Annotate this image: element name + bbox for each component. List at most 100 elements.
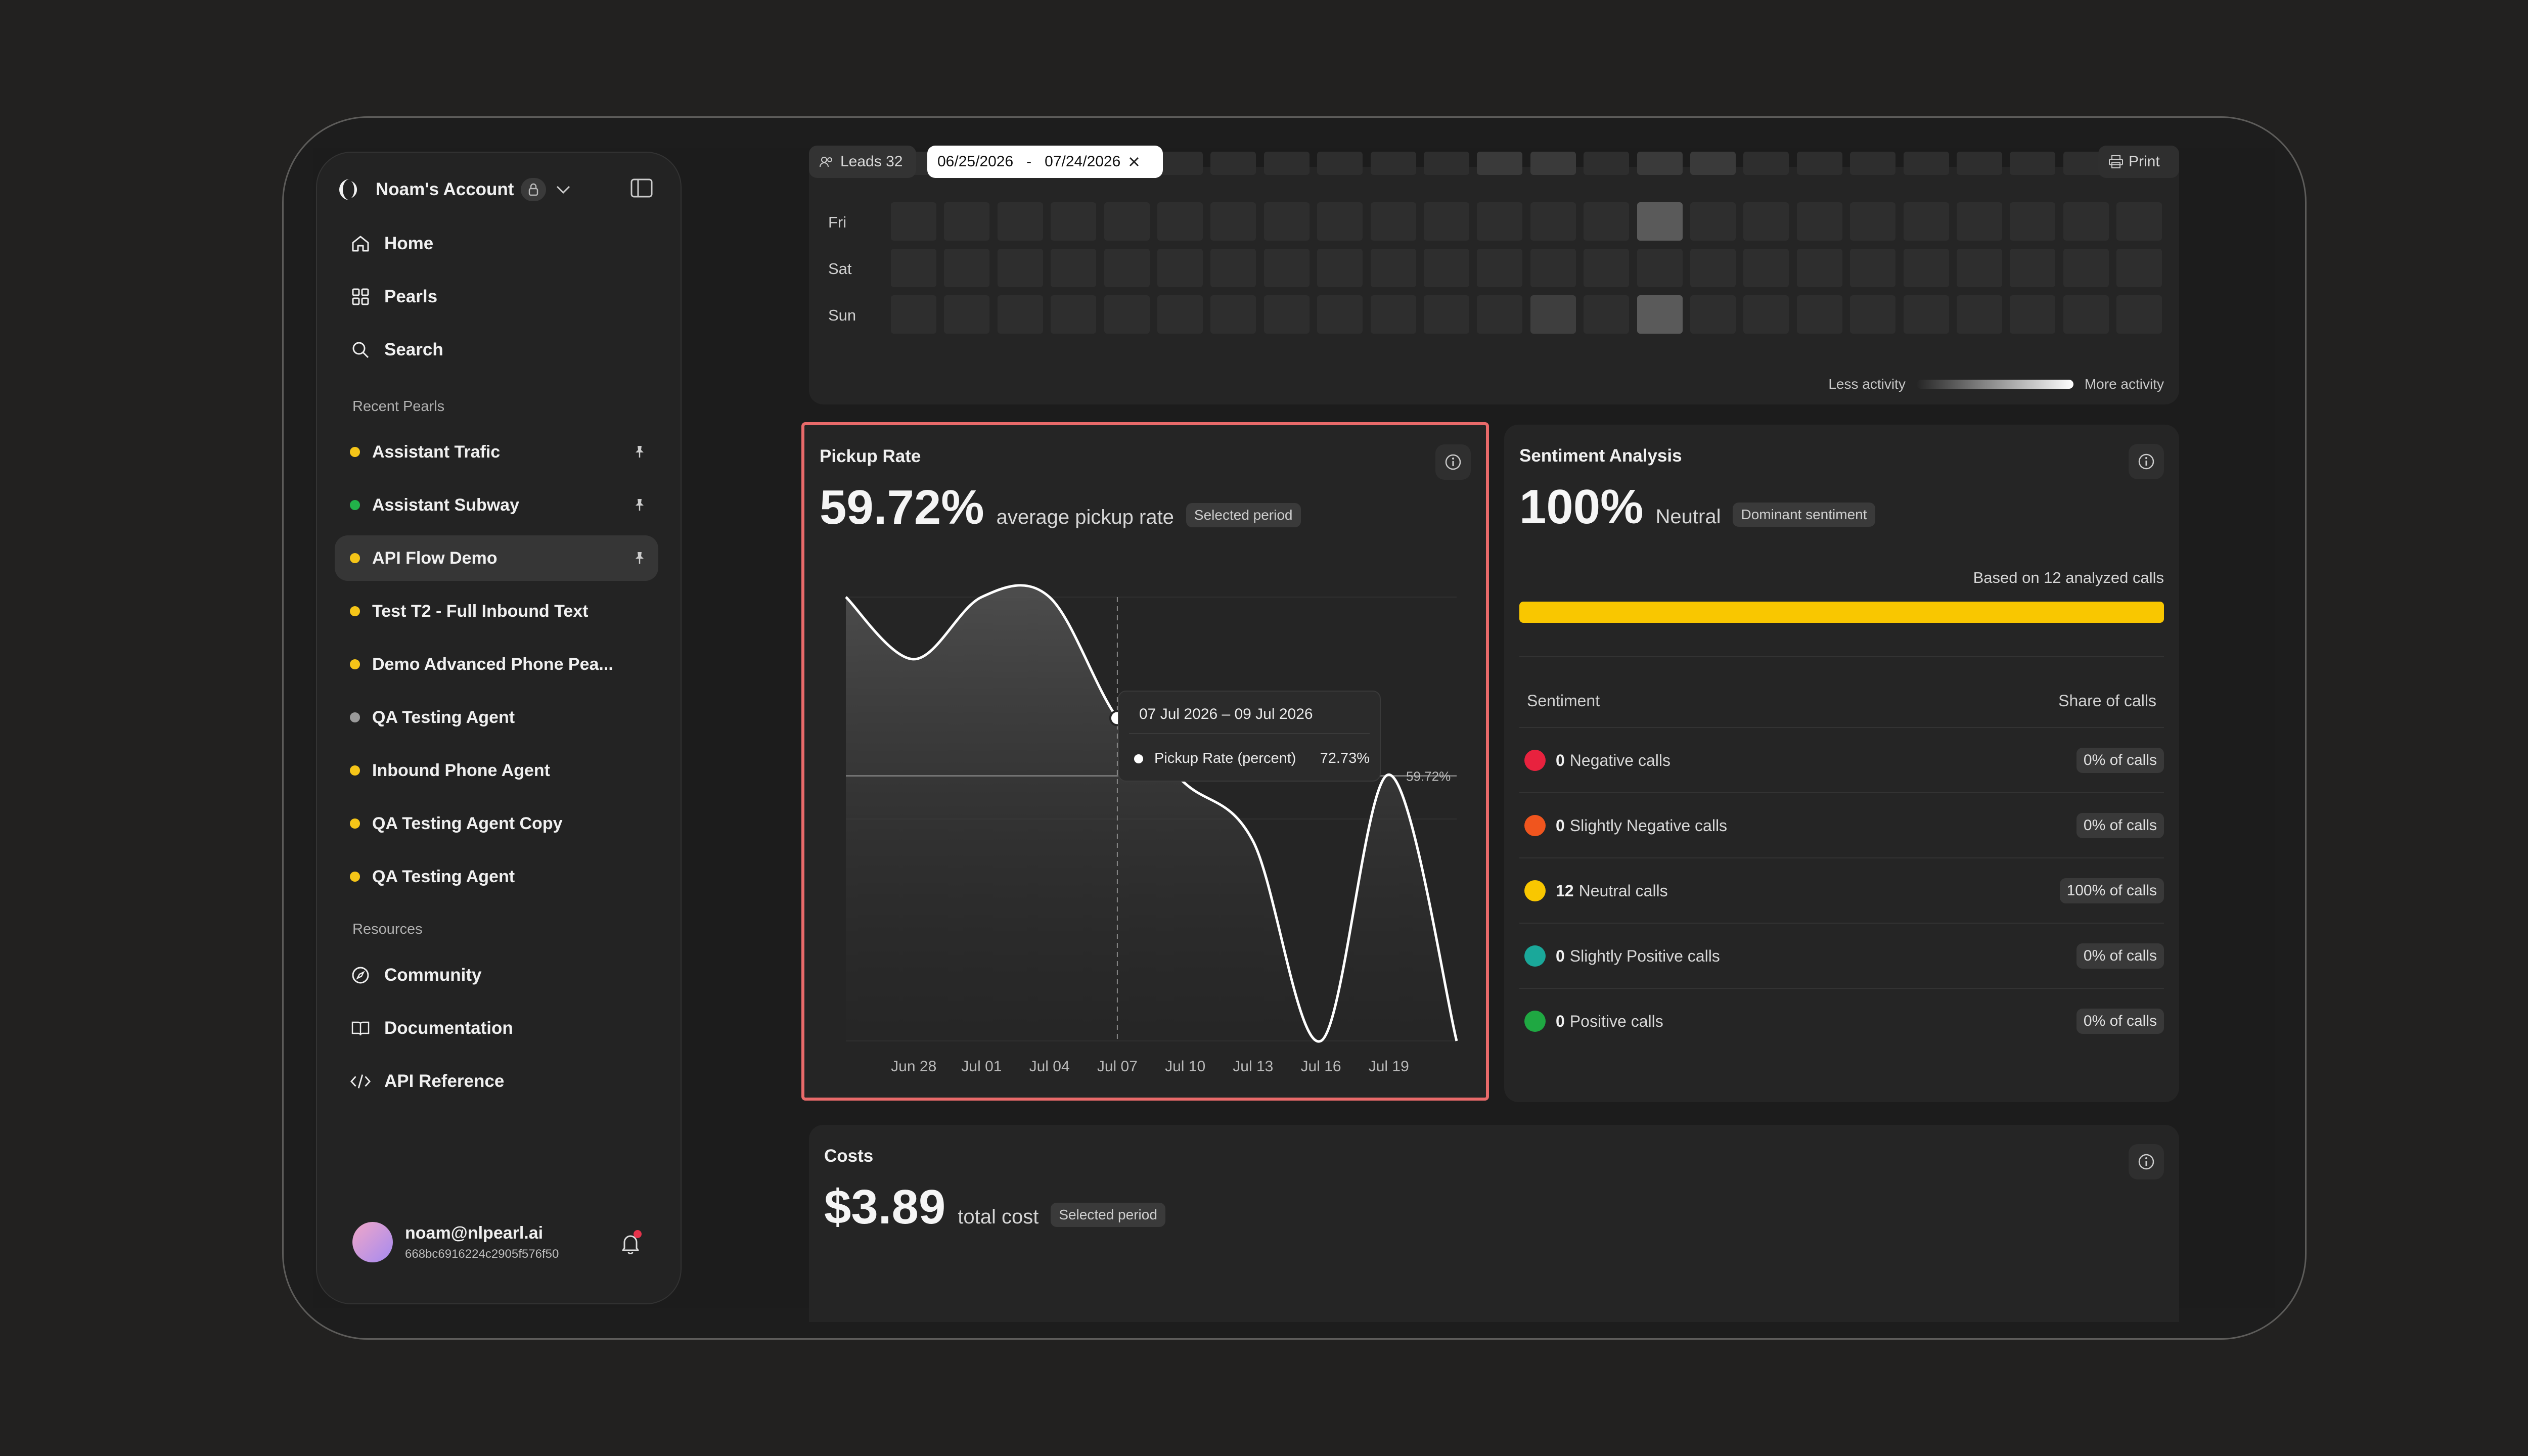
heatmap-cell[interactable] bbox=[2010, 295, 2056, 334]
nav-api-reference[interactable]: API Reference bbox=[335, 1059, 658, 1104]
sidebar-pearl-item[interactable]: API Flow Demo bbox=[335, 535, 658, 581]
heatmap-cell[interactable] bbox=[2063, 202, 2109, 241]
heatmap-cell[interactable] bbox=[1477, 295, 1523, 334]
heatmap-cell[interactable] bbox=[1477, 249, 1523, 287]
heatmap-cell[interactable] bbox=[1690, 202, 1736, 241]
heatmap-cell[interactable] bbox=[1796, 295, 1842, 334]
heatmap-cell[interactable] bbox=[1690, 295, 1736, 334]
heatmap-cell[interactable] bbox=[1584, 249, 1630, 287]
costs-info-button[interactable] bbox=[2129, 1144, 2164, 1179]
nav-documentation[interactable]: Documentation bbox=[335, 1006, 658, 1051]
heatmap-cell[interactable] bbox=[1584, 295, 1630, 334]
heatmap-cell[interactable] bbox=[997, 295, 1043, 334]
heatmap-cell[interactable] bbox=[1957, 295, 2002, 334]
heatmap-cell[interactable] bbox=[1263, 295, 1310, 334]
heatmap-cell[interactable] bbox=[1530, 249, 1576, 287]
heatmap-cell[interactable] bbox=[1424, 202, 1469, 241]
heatmap-cell[interactable] bbox=[1157, 152, 1203, 175]
heatmap-cell[interactable] bbox=[1157, 249, 1203, 287]
heatmap-cell[interactable] bbox=[891, 295, 936, 334]
heatmap-cell[interactable] bbox=[1796, 152, 1842, 175]
sidebar-pearl-item[interactable]: QA Testing Agent bbox=[335, 854, 658, 899]
heatmap-cell[interactable] bbox=[1850, 202, 1896, 241]
heatmap-cell[interactable] bbox=[2116, 202, 2162, 241]
heatmap-cell[interactable] bbox=[944, 202, 990, 241]
heatmap-cell[interactable] bbox=[1370, 202, 1416, 241]
heatmap-cell[interactable] bbox=[1796, 249, 1842, 287]
heatmap-cell[interactable] bbox=[1743, 152, 1789, 175]
leads-filter[interactable]: Leads 32 bbox=[809, 146, 916, 178]
heatmap-cell[interactable] bbox=[1743, 295, 1789, 334]
heatmap-cell[interactable] bbox=[2010, 152, 2056, 175]
heatmap-cell[interactable] bbox=[891, 202, 936, 241]
heatmap-cell[interactable] bbox=[1210, 202, 1256, 241]
sidebar-pearl-item[interactable]: Inbound Phone Agent bbox=[335, 748, 658, 793]
account-switcher[interactable]: Noam's Account bbox=[337, 173, 661, 206]
heatmap-cell[interactable] bbox=[1104, 249, 1150, 287]
sidebar-toggle-icon[interactable] bbox=[630, 178, 653, 198]
heatmap-cell[interactable] bbox=[2010, 202, 2056, 241]
heatmap-cell[interactable] bbox=[1210, 249, 1256, 287]
sidebar-pearl-item[interactable]: Assistant Trafic bbox=[335, 429, 658, 475]
heatmap-cell[interactable] bbox=[1157, 202, 1203, 241]
heatmap-cell[interactable] bbox=[1903, 295, 1949, 334]
heatmap-cell[interactable] bbox=[1637, 295, 1683, 334]
heatmap-cell[interactable] bbox=[1210, 152, 1256, 175]
heatmap-cell[interactable] bbox=[1317, 249, 1363, 287]
heatmap-cell[interactable] bbox=[1796, 202, 1842, 241]
heatmap-cell[interactable] bbox=[2116, 295, 2162, 334]
heatmap-cell[interactable] bbox=[944, 295, 990, 334]
heatmap-cell[interactable] bbox=[1957, 202, 2002, 241]
heatmap-cell[interactable] bbox=[1370, 249, 1416, 287]
heatmap-cell[interactable] bbox=[1850, 295, 1896, 334]
nav-home[interactable]: Home bbox=[335, 221, 658, 266]
heatmap-cell[interactable] bbox=[1051, 249, 1097, 287]
heatmap-cell[interactable] bbox=[1477, 152, 1523, 175]
heatmap-cell[interactable] bbox=[1424, 249, 1469, 287]
heatmap-cell[interactable] bbox=[1637, 152, 1683, 175]
heatmap-cell[interactable] bbox=[1957, 152, 2002, 175]
heatmap-cell[interactable] bbox=[1370, 295, 1416, 334]
pin-icon[interactable] bbox=[632, 444, 647, 459]
pin-icon[interactable] bbox=[632, 497, 647, 512]
date-range-picker[interactable]: 06/25/2026 - 07/24/2026 bbox=[927, 146, 1163, 178]
heatmap-cell[interactable] bbox=[1743, 202, 1789, 241]
heatmap-cell[interactable] bbox=[1263, 249, 1310, 287]
heatmap-cell[interactable] bbox=[2063, 295, 2109, 334]
sidebar-pearl-item[interactable]: Test T2 - Full Inbound Text bbox=[335, 588, 658, 634]
heatmap-cell[interactable] bbox=[1690, 249, 1736, 287]
heatmap-cell[interactable] bbox=[1317, 202, 1363, 241]
close-icon[interactable] bbox=[1127, 155, 1141, 168]
heatmap-cell[interactable] bbox=[997, 202, 1043, 241]
heatmap-cell[interactable] bbox=[1104, 295, 1150, 334]
heatmap-cell[interactable] bbox=[1850, 152, 1896, 175]
heatmap-cell[interactable] bbox=[1424, 295, 1469, 334]
heatmap-cell[interactable] bbox=[1263, 202, 1310, 241]
heatmap-cell[interactable] bbox=[1530, 202, 1576, 241]
heatmap-cell[interactable] bbox=[1263, 152, 1310, 175]
nav-search[interactable]: Search bbox=[335, 327, 658, 373]
nav-community[interactable]: Community bbox=[335, 952, 658, 998]
sidebar-pearl-item[interactable]: QA Testing Agent bbox=[335, 695, 658, 740]
print-button[interactable]: Print bbox=[2098, 146, 2179, 178]
sidebar-pearl-item[interactable]: Assistant Subway bbox=[335, 482, 658, 528]
user-profile[interactable]: noam@nlpearl.ai 668bc6916224c2905f576f50 bbox=[352, 1222, 559, 1262]
heatmap-cell[interactable] bbox=[1051, 202, 1097, 241]
heatmap-cell[interactable] bbox=[1104, 202, 1150, 241]
notifications-button[interactable] bbox=[620, 1230, 642, 1257]
heatmap-cell[interactable] bbox=[1743, 249, 1789, 287]
heatmap-cell[interactable] bbox=[1477, 202, 1523, 241]
heatmap-cell[interactable] bbox=[1690, 152, 1736, 175]
heatmap-cell[interactable] bbox=[1370, 152, 1416, 175]
pin-icon[interactable] bbox=[632, 550, 647, 565]
pickup-info-button[interactable] bbox=[1435, 444, 1471, 480]
sidebar-pearl-item[interactable]: Demo Advanced Phone Pea... bbox=[335, 642, 658, 687]
heatmap-cell[interactable] bbox=[1637, 202, 1683, 241]
sidebar-pearl-item[interactable]: QA Testing Agent Copy bbox=[335, 801, 658, 846]
heatmap-cell[interactable] bbox=[1210, 295, 1256, 334]
heatmap-cell[interactable] bbox=[1903, 202, 1949, 241]
heatmap-cell[interactable] bbox=[2116, 249, 2162, 287]
sentiment-info-button[interactable] bbox=[2129, 444, 2164, 479]
heatmap-cell[interactable] bbox=[1584, 152, 1630, 175]
heatmap-cell[interactable] bbox=[1637, 249, 1683, 287]
